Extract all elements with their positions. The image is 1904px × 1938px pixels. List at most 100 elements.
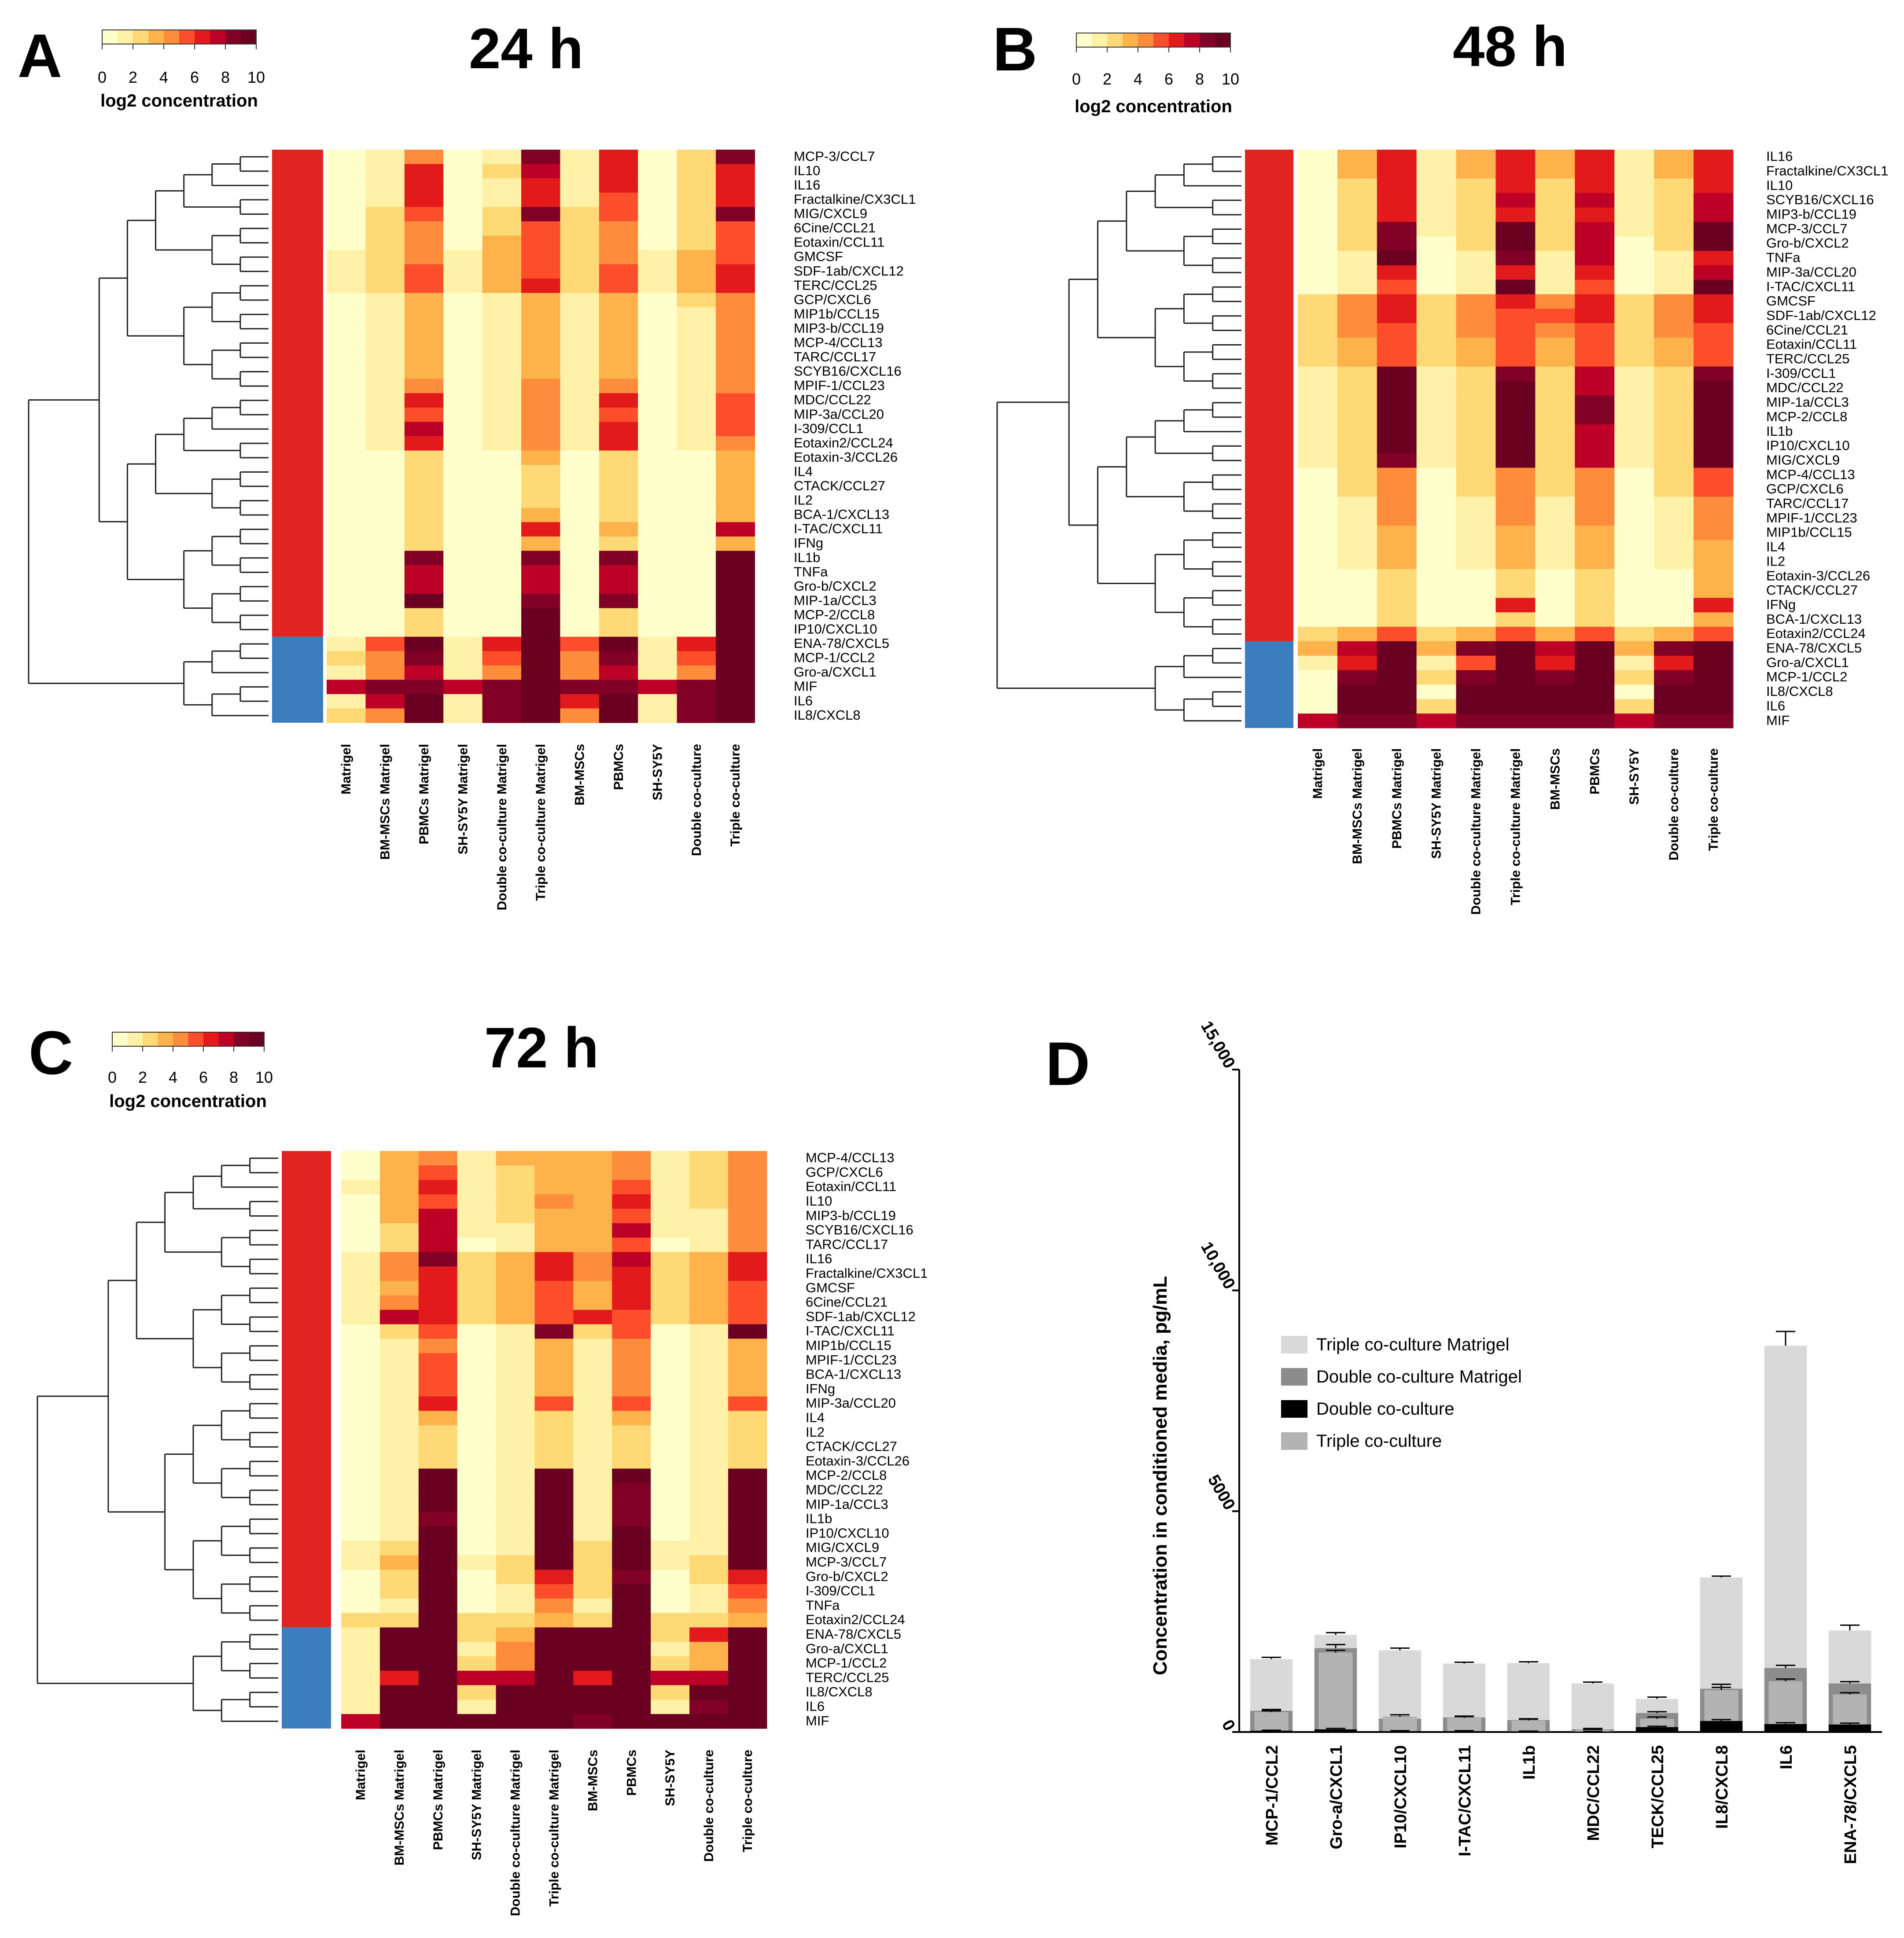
heatmap-cell — [612, 1237, 651, 1253]
heatmap-cell — [1416, 222, 1457, 237]
heatmap-cell — [534, 1613, 574, 1628]
heatmap-cell — [1416, 699, 1457, 714]
heatmap-cell — [534, 1541, 574, 1556]
heatmap-cell — [689, 1353, 729, 1368]
row-label: Eotaxin2/CCL24 — [806, 1612, 905, 1627]
heatmap-cell — [443, 507, 483, 522]
heatmap-cell — [443, 493, 483, 508]
heatmap-cell — [573, 1339, 612, 1353]
heatmap-cell — [457, 1613, 497, 1628]
heatmap-cell — [599, 178, 638, 193]
heatmap-cell — [457, 1570, 497, 1585]
row-label: IL1b — [794, 550, 820, 565]
heatmap-cell — [1377, 467, 1417, 483]
heatmap-cell — [379, 1368, 419, 1383]
heatmap-cell — [521, 207, 560, 222]
heatmap-cell — [482, 336, 522, 351]
heatmap-cell — [482, 164, 522, 179]
heatmap-cell — [1694, 627, 1734, 642]
heatmap-cell — [496, 1512, 535, 1527]
heatmap-cell — [327, 178, 366, 193]
heatmap-cell — [573, 1165, 612, 1180]
cluster-bar-2 — [272, 636, 323, 723]
heatmap-cell — [1535, 641, 1575, 656]
heatmap-cell — [1495, 279, 1536, 295]
heatmap-cell — [1337, 439, 1377, 454]
heatmap-cell — [496, 1670, 535, 1686]
heatmap-cell — [1495, 598, 1536, 613]
heatmap-cell — [651, 1440, 690, 1455]
heatmap-cell — [573, 1281, 612, 1296]
row-label: ENA-78/CXCL5 — [1766, 640, 1862, 656]
bar — [1635, 1727, 1679, 1732]
heatmap-cell — [1694, 279, 1734, 295]
heatmap-cell — [341, 1237, 380, 1253]
heatmap-cell — [521, 350, 560, 365]
heatmap-cell — [457, 1584, 497, 1599]
row-label: MIP3-b/CCL19 — [806, 1208, 896, 1223]
heatmap-cell — [1495, 207, 1536, 222]
colorbar-tick-label: 2 — [138, 1068, 147, 1086]
heatmap-cell — [327, 493, 366, 508]
heatmap-cell — [457, 1656, 497, 1671]
heatmap-cell — [482, 465, 522, 480]
heatmap-cell — [1416, 410, 1457, 425]
category-label: MCP-1/CCL2 — [1263, 1745, 1282, 1846]
colorbar-swatch — [241, 30, 257, 44]
heatmap-cell — [599, 680, 638, 695]
column-label: Matrigel — [1311, 748, 1325, 799]
heatmap-cell — [1614, 482, 1654, 497]
row-label: IFNg — [806, 1381, 835, 1396]
heatmap-cell — [560, 522, 600, 537]
heatmap-cell — [728, 1526, 767, 1541]
heatmap-cell — [418, 1613, 458, 1628]
heatmap-cell — [573, 1266, 612, 1281]
heatmap-cell — [1377, 684, 1417, 699]
heatmap-cell — [716, 622, 755, 637]
bar — [1378, 1731, 1422, 1732]
heatmap-cell — [443, 178, 483, 193]
heatmap-cell — [1535, 410, 1575, 425]
colorbar-swatch — [127, 1032, 143, 1046]
heatmap-cell — [482, 594, 522, 609]
heatmap-cell — [1654, 655, 1694, 671]
heatmap-cell — [1654, 279, 1694, 295]
heatmap-cell — [404, 350, 444, 365]
heatmap-cell — [689, 1526, 729, 1541]
heatmap-cell — [1416, 496, 1457, 511]
row-label: IL1b — [1766, 423, 1793, 439]
heatmap-cell — [716, 379, 755, 393]
heatmap-cell — [677, 493, 716, 508]
heatmap-cell — [1575, 309, 1615, 324]
colorbar-tick-label: 6 — [199, 1068, 208, 1086]
heatmap-cell — [1456, 236, 1496, 251]
heatmap-cell — [689, 1151, 729, 1166]
heatmap-cell — [1495, 164, 1536, 179]
row-label: MCP-3/CCL7 — [794, 148, 875, 164]
row-label: IL4 — [1766, 539, 1785, 555]
row-label: GCP/CXCL6 — [794, 292, 871, 307]
heatmap-cell — [1416, 453, 1457, 468]
heatmap-cell — [1495, 655, 1536, 671]
heatmap-cell — [1694, 294, 1734, 309]
heatmap-cell — [341, 1541, 380, 1556]
heatmap-cell — [1298, 309, 1338, 324]
heatmap-cell — [1535, 294, 1575, 309]
heatmap-cell — [651, 1396, 690, 1411]
heatmap-cell — [521, 178, 560, 193]
heatmap-cell — [573, 1468, 612, 1483]
heatmap-cell — [365, 450, 405, 465]
y-tick-label: 5000 — [1204, 1472, 1239, 1513]
heatmap-cell — [1298, 164, 1338, 179]
heatmap-cell — [1495, 713, 1536, 728]
heatmap-cell — [638, 379, 678, 393]
row-label: SCYB16/CXCL16 — [1766, 192, 1874, 207]
heatmap-cell — [365, 321, 405, 336]
heatmap-cell — [443, 636, 483, 651]
heatmap-cell — [651, 1252, 690, 1267]
heatmap-cell — [612, 1642, 651, 1657]
heatmap-cell — [560, 321, 600, 336]
heatmap-cell — [677, 522, 716, 537]
heatmap-cell — [1337, 641, 1377, 656]
heatmap-cell — [1614, 250, 1654, 266]
